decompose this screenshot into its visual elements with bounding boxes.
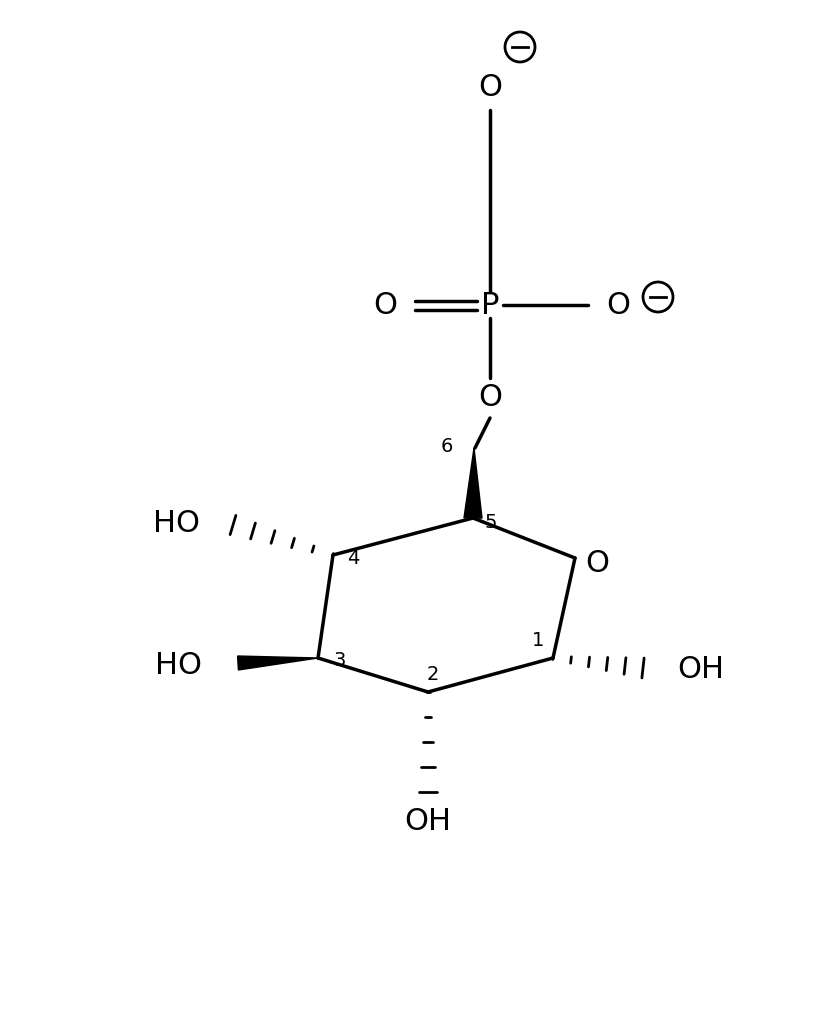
Text: 1: 1	[532, 631, 544, 649]
Text: 3: 3	[333, 651, 346, 671]
Text: OH: OH	[405, 808, 452, 837]
Text: HO: HO	[153, 509, 200, 538]
Text: 6: 6	[441, 437, 454, 457]
Polygon shape	[464, 449, 482, 518]
Text: 2: 2	[427, 665, 439, 683]
Text: P: P	[480, 291, 499, 319]
Text: O: O	[606, 291, 630, 319]
Text: O: O	[478, 384, 502, 413]
Text: O: O	[373, 291, 397, 319]
Text: O: O	[478, 74, 502, 102]
Text: 4: 4	[347, 549, 360, 567]
Text: OH: OH	[678, 655, 724, 684]
Polygon shape	[238, 656, 318, 670]
Text: O: O	[585, 549, 609, 578]
Text: HO: HO	[155, 651, 202, 681]
Text: 5: 5	[485, 513, 497, 532]
